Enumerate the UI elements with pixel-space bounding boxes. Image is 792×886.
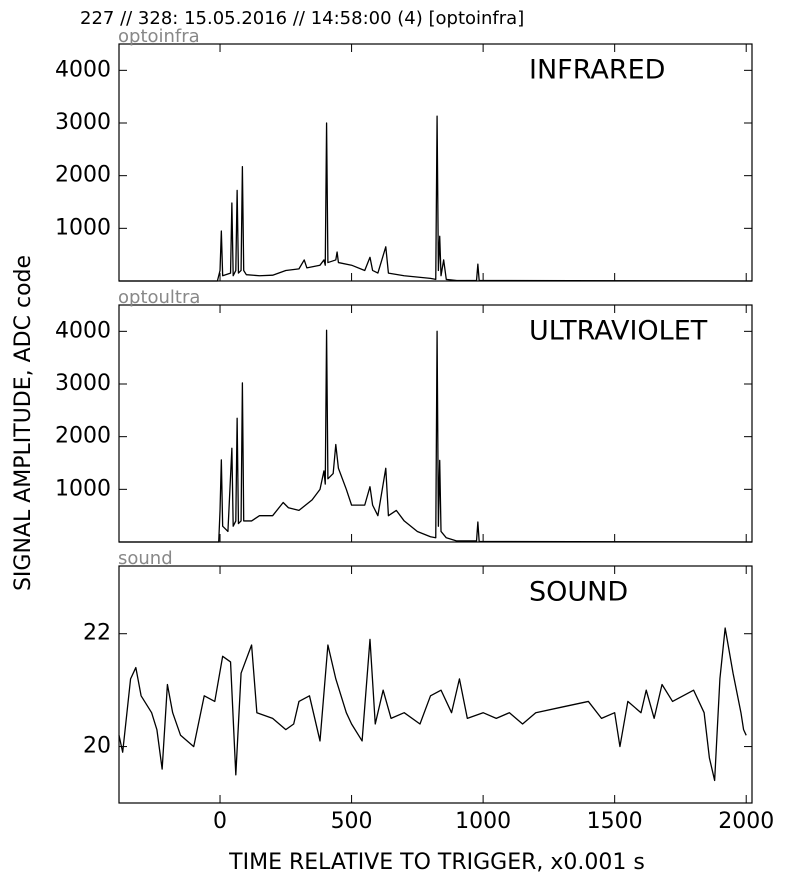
y-tick-label: 4000: [55, 57, 111, 82]
y-tick-label: 4000: [55, 318, 111, 343]
plot-frame: [118, 304, 753, 543]
signal-line: [119, 115, 753, 282]
x-tick-label: 0: [213, 809, 227, 834]
plot-frame: [118, 565, 753, 804]
signal-line: [119, 329, 753, 543]
panel-label: sound: [118, 548, 173, 569]
x-tick-label: 2000: [718, 809, 774, 834]
x-tick-label: 1500: [587, 809, 643, 834]
panel-label: optoinfra: [118, 26, 200, 47]
chart-title: 227 // 328: 15.05.2016 // 14:58:00 (4) […: [80, 8, 524, 29]
x-tick-label: 1000: [455, 809, 511, 834]
y-tick-label: 20: [83, 734, 111, 759]
y-tick-label: 2000: [55, 424, 111, 449]
signal-line: [118, 627, 747, 782]
panel-annotation: ULTRAVIOLET: [529, 316, 708, 347]
y-tick-label: 3000: [55, 110, 111, 135]
x-tick-label: 500: [331, 809, 373, 834]
panel-annotation: INFRARED: [529, 55, 665, 86]
y-axis-label: SIGNAL AMPLITUDE, ADC code: [11, 255, 36, 591]
y-tick-label: 2000: [55, 163, 111, 188]
x-axis-label: TIME RELATIVE TO TRIGGER, x0.001 s: [228, 850, 645, 875]
panel-label: optoultra: [118, 287, 200, 308]
y-tick-label: 1000: [55, 215, 111, 240]
plot-frame: [118, 43, 753, 282]
y-tick-label: 3000: [55, 371, 111, 396]
y-tick-label: 22: [83, 621, 111, 646]
panel-annotation: SOUND: [529, 577, 628, 608]
y-tick-label: 1000: [55, 476, 111, 501]
